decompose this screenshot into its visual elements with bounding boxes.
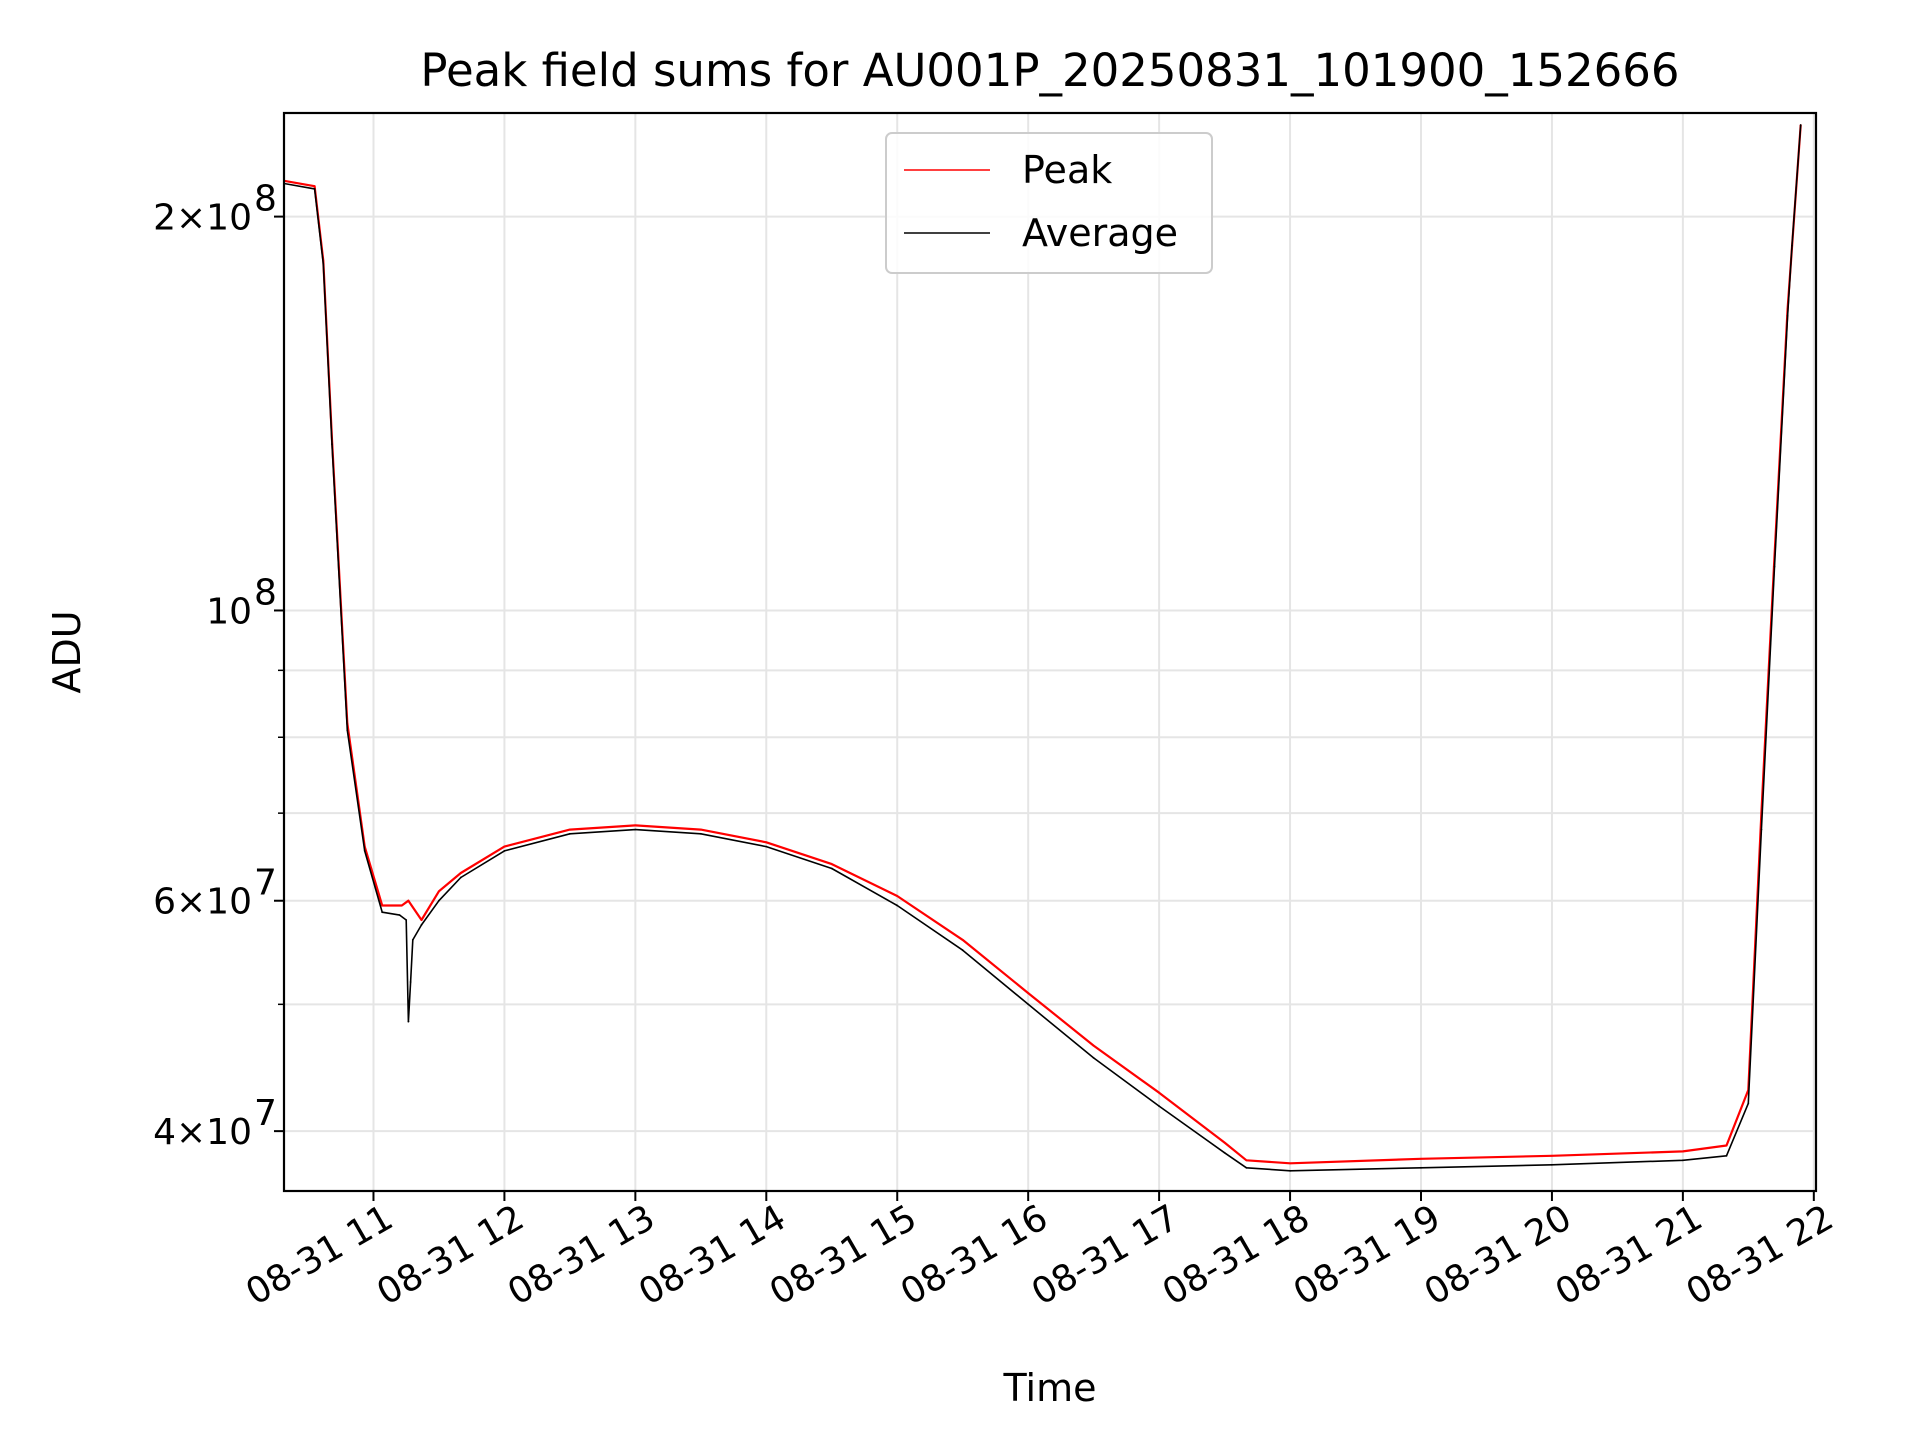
- series-layer: [284, 124, 1802, 1172]
- series-point-average: [1786, 314, 1789, 317]
- series-point-peak: [1245, 1159, 1248, 1162]
- y-tick-exponent: 8: [254, 572, 277, 613]
- series-point-peak: [1027, 992, 1030, 994]
- chart-title: Peak field sums for AU001P_20250831_1019…: [420, 44, 1679, 97]
- series-point-peak: [381, 904, 384, 907]
- series-point-peak: [407, 899, 410, 902]
- series-point-peak: [1551, 1154, 1553, 1157]
- series-point-peak: [896, 895, 899, 897]
- y-tick-exponent: 8: [254, 179, 277, 220]
- series-point-peak: [1158, 1091, 1160, 1094]
- series-point-average: [1791, 244, 1793, 247]
- series-point-average: [1158, 1105, 1160, 1107]
- series-point-peak: [1725, 1144, 1728, 1147]
- series-point-average: [438, 899, 440, 902]
- series-point-average: [346, 729, 349, 732]
- series-point-average: [1289, 1169, 1291, 1172]
- series-point-peak: [459, 872, 462, 874]
- series-point-average: [830, 867, 833, 870]
- series-point-average: [896, 904, 899, 907]
- legend: Peak Average: [885, 132, 1213, 274]
- y-tick-label: 10: [206, 591, 252, 632]
- series-point-average: [420, 924, 423, 926]
- series-point-average: [407, 1020, 410, 1023]
- series-point-peak: [1420, 1157, 1422, 1160]
- series-point-peak: [765, 841, 768, 844]
- series-point-average: [405, 919, 408, 921]
- y-tick-label: 6×10: [153, 882, 252, 923]
- series-point-average: [459, 876, 462, 879]
- series-point-peak: [313, 185, 316, 188]
- grid-layer: [284, 113, 1816, 1191]
- series-point-peak: [634, 824, 637, 827]
- series-point-average: [699, 832, 702, 835]
- series-point-average: [331, 443, 333, 446]
- y-tick-exponent: 7: [254, 863, 277, 904]
- legend-label-peak: Peak: [1022, 148, 1112, 192]
- series-point-average: [1725, 1154, 1728, 1157]
- series-point-peak: [699, 828, 702, 831]
- series-point-average: [1092, 1057, 1095, 1059]
- series-point-average: [1223, 1151, 1226, 1154]
- series-point-peak: [1289, 1162, 1291, 1165]
- series-point-peak: [1223, 1141, 1226, 1144]
- plot-frame: [282, 111, 1818, 1193]
- series-point-average: [1551, 1163, 1553, 1166]
- series-point-peak: [1092, 1044, 1095, 1047]
- series-point-peak: [503, 845, 506, 848]
- series-point-average: [503, 850, 506, 852]
- series-point-peak: [400, 904, 403, 907]
- series-point-average: [1682, 1159, 1684, 1162]
- series-point-average: [322, 263, 325, 265]
- series-point-average: [1747, 1102, 1750, 1105]
- legend-box: [885, 132, 1213, 274]
- series-point-average: [398, 914, 401, 916]
- series-point-average: [961, 949, 964, 952]
- series-point-average: [1773, 565, 1776, 568]
- series-point-peak: [830, 863, 833, 865]
- y-tick-exponent: 7: [254, 1093, 277, 1134]
- series-point-average: [1799, 124, 1802, 126]
- series-point-peak: [961, 939, 964, 941]
- y-axis-label: ADU: [45, 610, 89, 693]
- series-point-peak: [420, 919, 423, 921]
- legend-label-average: Average: [1022, 211, 1178, 255]
- series-point-average: [634, 828, 637, 831]
- series-point-average: [569, 832, 571, 835]
- series-point-average: [313, 188, 316, 190]
- y-tick-label: 4×10: [153, 1112, 252, 1153]
- series-point-average: [1420, 1166, 1422, 1169]
- series-point-peak: [438, 890, 440, 893]
- series-point-average: [1245, 1166, 1248, 1169]
- series-point-peak: [1682, 1150, 1684, 1153]
- y-tick-label: 2×10: [153, 198, 252, 239]
- series-point-average: [765, 845, 768, 848]
- series-point-average: [363, 850, 366, 852]
- series-point-average: [381, 911, 384, 914]
- series-point-average: [1027, 1003, 1030, 1006]
- series-point-peak: [569, 828, 571, 831]
- series-point-average: [1760, 828, 1763, 831]
- x-axis-label: Time: [1003, 1366, 1097, 1410]
- series-point-average: [411, 939, 414, 941]
- series-point-average: [409, 981, 412, 983]
